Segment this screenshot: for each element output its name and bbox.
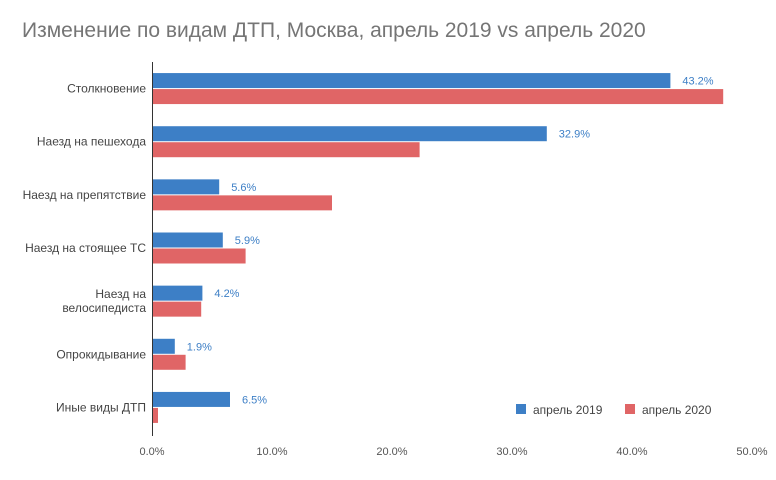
- bar-april-2019-5: [152, 338, 175, 354]
- bar-april-2019-0: [152, 73, 671, 89]
- x-tick-label: 50.0%: [736, 446, 767, 458]
- bar-april-2019-1: [152, 126, 547, 142]
- data-label-2: 5.6%: [231, 182, 256, 194]
- category-label-2: Наезд на препятствие: [23, 188, 147, 202]
- data-label-1: 32.9%: [559, 129, 590, 141]
- x-tick-label: 20.0%: [376, 446, 407, 458]
- x-tick-label: 10.0%: [256, 446, 287, 458]
- bar-april-2020-5: [152, 354, 186, 370]
- category-label-5: Опрокидывание: [56, 347, 146, 361]
- category-label-4: Наезд на: [95, 287, 146, 301]
- bar-april-2019-3: [152, 232, 223, 248]
- bar-april-2019-2: [152, 179, 220, 195]
- x-tick-label: 30.0%: [496, 446, 527, 458]
- legend-swatch-1: [625, 404, 635, 414]
- bar-april-2020-1: [152, 142, 420, 158]
- legend-label-1: апрель 2020: [642, 403, 712, 417]
- bar-april-2020-3: [152, 248, 246, 264]
- bar-april-2020-4: [152, 301, 202, 317]
- x-tick-label: 0.0%: [139, 446, 164, 458]
- chart-title: Изменение по видам ДТП, Москва, апрель 2…: [22, 19, 646, 42]
- bar-april-2020-0: [152, 89, 724, 105]
- bar-april-2020-6: [152, 407, 158, 423]
- category-label-0: Столкновение: [67, 82, 146, 96]
- category-label-3: Наезд на стоящее ТС: [25, 241, 146, 255]
- bar-april-2019-6: [152, 391, 230, 407]
- legend-label-0: апрель 2019: [533, 403, 603, 417]
- x-tick-label: 40.0%: [616, 446, 647, 458]
- data-label-6: 6.5%: [242, 394, 267, 406]
- data-label-4: 4.2%: [214, 288, 239, 300]
- category-label-6: Иные виды ДТП: [56, 400, 146, 414]
- data-label-5: 1.9%: [187, 341, 212, 353]
- legend-swatch-0: [516, 404, 526, 414]
- bar-april-2019-4: [152, 285, 203, 301]
- category-label-1: Наезд на пешехода: [37, 135, 146, 149]
- category-label-4: велосипедиста: [62, 301, 146, 315]
- data-label-0: 43.2%: [682, 76, 713, 88]
- bar-april-2020-2: [152, 195, 332, 211]
- data-label-3: 5.9%: [235, 235, 260, 247]
